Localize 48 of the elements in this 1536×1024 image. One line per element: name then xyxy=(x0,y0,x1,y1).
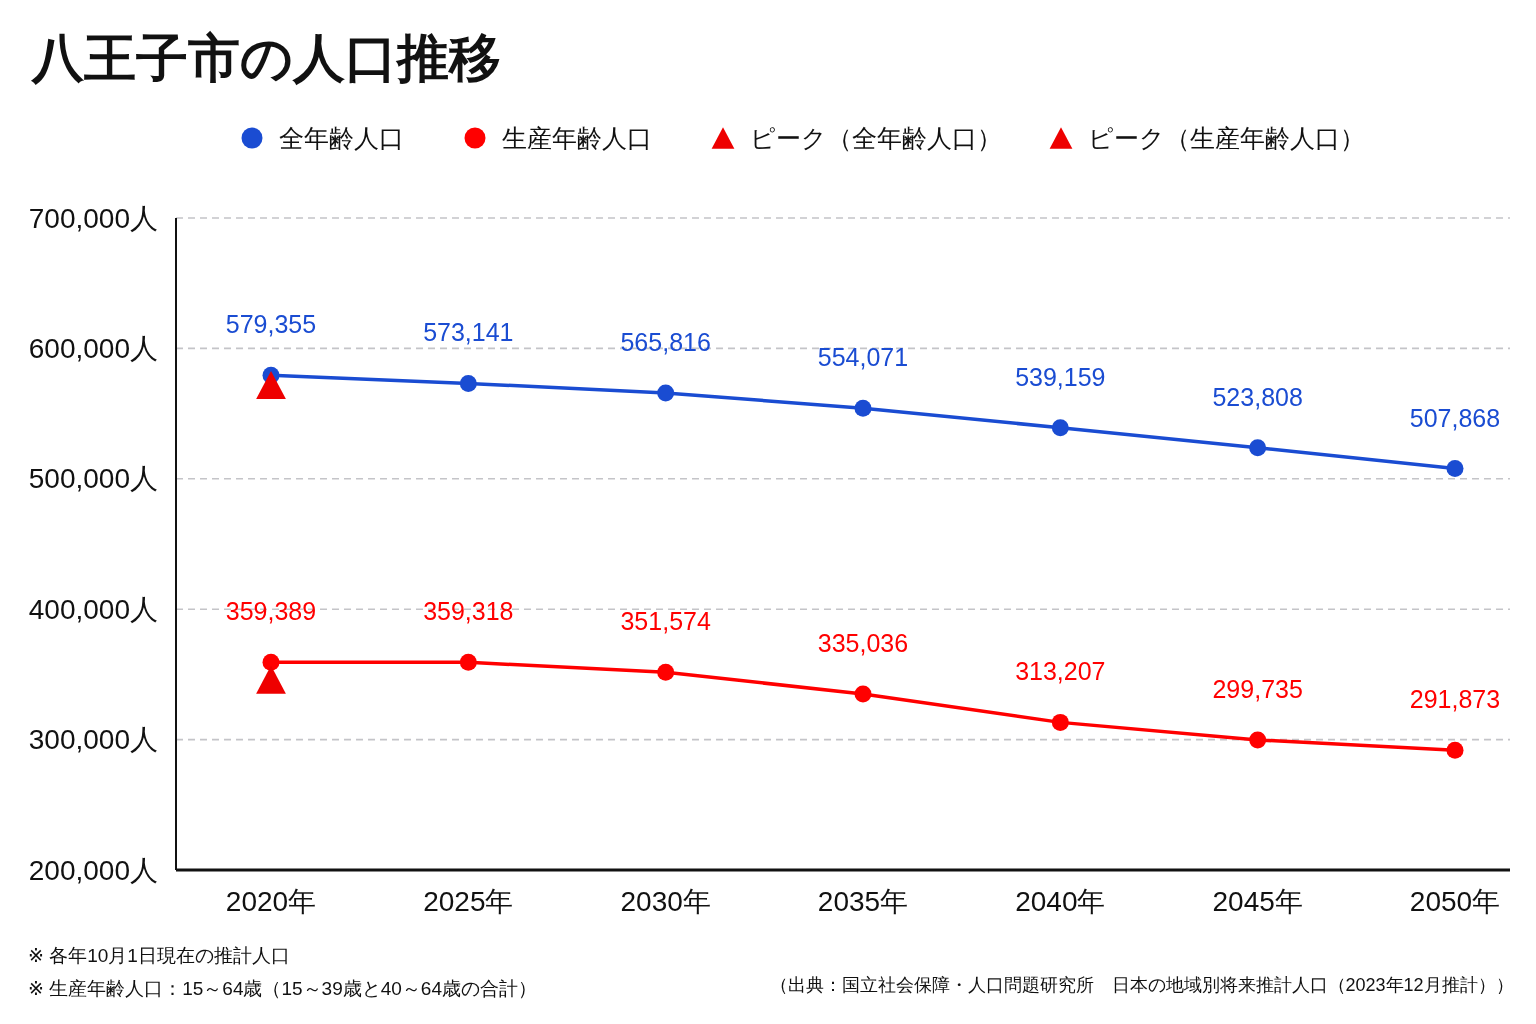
point xyxy=(657,384,675,402)
point xyxy=(1446,741,1464,759)
legend-label: ピーク（生産年齢人口） xyxy=(1088,124,1353,152)
point xyxy=(1249,731,1267,749)
x-tick-label: 2045年 xyxy=(1212,885,1303,917)
y-tick-label: 200,000人 xyxy=(28,854,158,886)
y-tick-label: 300,000人 xyxy=(28,724,158,756)
point xyxy=(1051,713,1069,731)
data-label: 523,808 xyxy=(1212,382,1303,411)
text: （出典：国立社会保障・人口問題研究所 日本の地域別将来推計人口（2023年12月推計）） xyxy=(769,975,1505,995)
point xyxy=(1051,419,1069,437)
y-tick-label: 600,000人 xyxy=(28,332,158,364)
point xyxy=(1249,439,1267,457)
text: ※ 各年10月1日現在の推計人口 xyxy=(28,944,290,966)
data-label: 359,318 xyxy=(423,597,514,626)
y-tick-label: 500,000人 xyxy=(28,463,158,495)
point xyxy=(459,653,477,671)
text: ※ 生産年齢人口：15～64歳（15～39歳と40～64歳の合計） xyxy=(28,977,528,999)
data-label: 299,735 xyxy=(1212,674,1303,703)
y-tick-label: 400,000人 xyxy=(28,593,158,625)
data-label: 554,071 xyxy=(817,343,909,372)
data-label: 291,873 xyxy=(1409,685,1501,714)
data-label: 507,868 xyxy=(1409,403,1501,432)
data-label: 573,141 xyxy=(423,318,514,347)
x-tick-label: 2025年 xyxy=(423,885,514,917)
x-tick-label: 2035年 xyxy=(817,885,909,917)
data-label: 539,159 xyxy=(1015,362,1106,391)
data-label: 579,355 xyxy=(225,310,317,339)
x-tick-label: 2050年 xyxy=(1409,885,1501,917)
point xyxy=(854,685,872,703)
data-label: 313,207 xyxy=(1015,657,1106,686)
point xyxy=(854,399,872,417)
x-tick-label: 2020年 xyxy=(225,885,317,917)
legend-label: 全年齢人口 xyxy=(279,124,404,152)
legend-label: ピーク（全年齢人口） xyxy=(750,124,990,152)
chart-title: 八王子市の人口推移 xyxy=(30,29,501,87)
data-label: 359,389 xyxy=(225,597,317,626)
data-label: 565,816 xyxy=(620,327,711,356)
y-tick-label: 700,000人 xyxy=(28,202,158,234)
point xyxy=(262,653,280,671)
data-label: 335,036 xyxy=(817,628,909,657)
legend-label: 生産年齢人口 xyxy=(502,124,652,152)
point xyxy=(459,374,477,392)
point xyxy=(657,663,675,681)
x-tick-label: 2030年 xyxy=(620,885,711,917)
x-tick-label: 2040年 xyxy=(1015,885,1106,917)
point xyxy=(1446,460,1464,478)
data-label: 351,574 xyxy=(620,607,711,636)
